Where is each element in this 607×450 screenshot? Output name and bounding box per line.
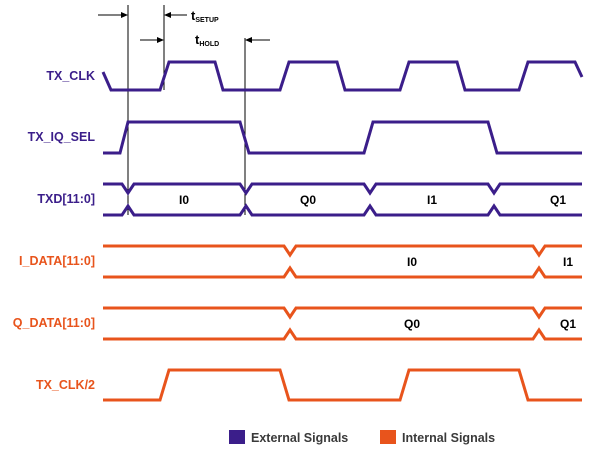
legend-external-label: External Signals xyxy=(251,431,348,445)
label-q-data: Q_DATA[11:0] xyxy=(13,316,95,330)
txd-value-2: I1 xyxy=(427,193,437,207)
i-data-value-0: I0 xyxy=(407,255,417,269)
hold-arrowhead-left xyxy=(157,37,164,43)
i-data-value-1: I1 xyxy=(563,255,573,269)
i-data-bus-bottom xyxy=(103,265,582,279)
legend-internal-swatch xyxy=(380,430,396,444)
legend-external-swatch xyxy=(229,430,245,444)
setup-arrowhead-left xyxy=(121,12,128,18)
hold-arrowhead-right xyxy=(245,37,252,43)
i-data-bus-top xyxy=(103,244,582,258)
txd-bus-top xyxy=(103,182,582,196)
tx-clk-waveform xyxy=(101,60,584,92)
legend-internal-label: Internal Signals xyxy=(402,431,495,445)
tx-iq-sel-waveform xyxy=(103,120,582,155)
setup-arrowhead-right xyxy=(164,12,171,18)
txd-value-3: Q1 xyxy=(550,193,566,207)
label-tx-clk-div2: TX_CLK/2 xyxy=(36,378,95,392)
legend: External Signals Internal Signals xyxy=(229,430,495,445)
q-data-bus xyxy=(103,306,582,341)
txd-bus-bottom xyxy=(103,203,582,217)
txd-bus xyxy=(103,182,582,217)
label-txd: TXD[11:0] xyxy=(37,192,95,206)
txd-value-1: Q0 xyxy=(300,193,316,207)
label-tx-iq-sel: TX_IQ_SEL xyxy=(28,130,96,144)
q-data-bus-bottom xyxy=(103,327,582,341)
t-hold-label: tHOLD xyxy=(195,32,219,48)
timing-guides xyxy=(98,5,270,215)
t-setup-label: tSETUP xyxy=(191,8,219,24)
i-data-bus xyxy=(103,244,582,279)
tx-clk-div2-waveform xyxy=(103,368,582,402)
q-data-value-1: Q1 xyxy=(560,317,576,331)
txd-value-0: I0 xyxy=(179,193,189,207)
timing-arrowheads xyxy=(121,12,252,43)
q-data-value-0: Q0 xyxy=(404,317,420,331)
q-data-bus-top xyxy=(103,306,582,320)
label-i-data: I_DATA[11:0] xyxy=(19,254,95,268)
label-tx-clk: TX_CLK xyxy=(46,69,95,83)
